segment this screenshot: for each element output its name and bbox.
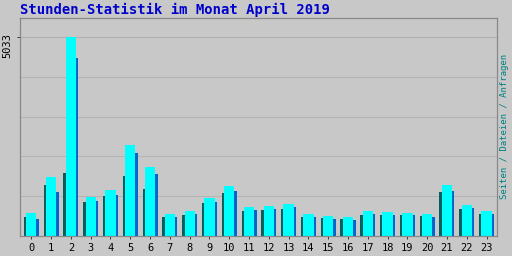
Bar [234,191,237,236]
Bar [86,197,96,236]
Bar [123,176,125,236]
Bar [479,214,481,236]
Bar [323,216,333,236]
Text: Stunden-Statistik im Monat April 2019: Stunden-Statistik im Monat April 2019 [20,3,330,17]
Bar [125,145,135,236]
Bar [340,219,343,236]
Bar [195,214,197,236]
Bar [254,210,257,236]
Bar [420,216,422,236]
Bar [472,208,474,236]
Bar [353,220,355,236]
Bar [362,211,373,236]
Bar [422,214,432,236]
Bar [24,217,26,236]
Bar [294,207,296,236]
Bar [202,203,204,236]
Bar [96,201,98,236]
Bar [264,206,274,236]
Bar [224,186,234,236]
Bar [380,215,382,236]
Bar [321,218,323,236]
Bar [261,210,264,236]
Bar [182,215,184,236]
Bar [116,195,118,236]
Bar [162,217,165,236]
Bar [165,214,175,236]
Bar [56,192,58,236]
Bar [142,189,145,236]
Bar [155,174,158,236]
Bar [400,215,402,236]
Bar [481,211,492,236]
Bar [135,153,138,236]
Bar [382,212,393,236]
Bar [222,193,224,236]
Bar [244,207,254,236]
Bar [175,217,177,236]
Bar [281,209,284,236]
Bar [442,185,452,236]
Bar [313,217,316,236]
Bar [76,58,78,236]
Bar [462,205,472,236]
Bar [242,211,244,236]
Bar [103,196,105,236]
Bar [432,217,435,236]
Bar [83,201,86,236]
Bar [284,204,294,236]
Bar [333,219,336,236]
Bar [63,173,66,236]
Bar [184,211,195,236]
Bar [274,209,276,236]
Bar [402,213,413,236]
Bar [452,191,455,236]
Bar [301,217,303,236]
Bar [413,215,415,236]
Bar [343,217,353,236]
Bar [36,219,39,236]
Bar [373,214,375,236]
Bar [145,167,155,236]
Bar [204,198,215,236]
Bar [393,215,395,236]
Y-axis label: Seiten / Dateien / Anfragen: Seiten / Dateien / Anfragen [500,54,509,199]
Bar [44,185,46,236]
Bar [360,215,362,236]
Bar [215,201,217,236]
Bar [26,214,36,236]
Bar [492,214,494,236]
Bar [303,214,313,236]
Bar [66,37,76,236]
Bar [105,190,116,236]
Bar [459,209,462,236]
Bar [439,192,442,236]
Bar [46,177,56,236]
